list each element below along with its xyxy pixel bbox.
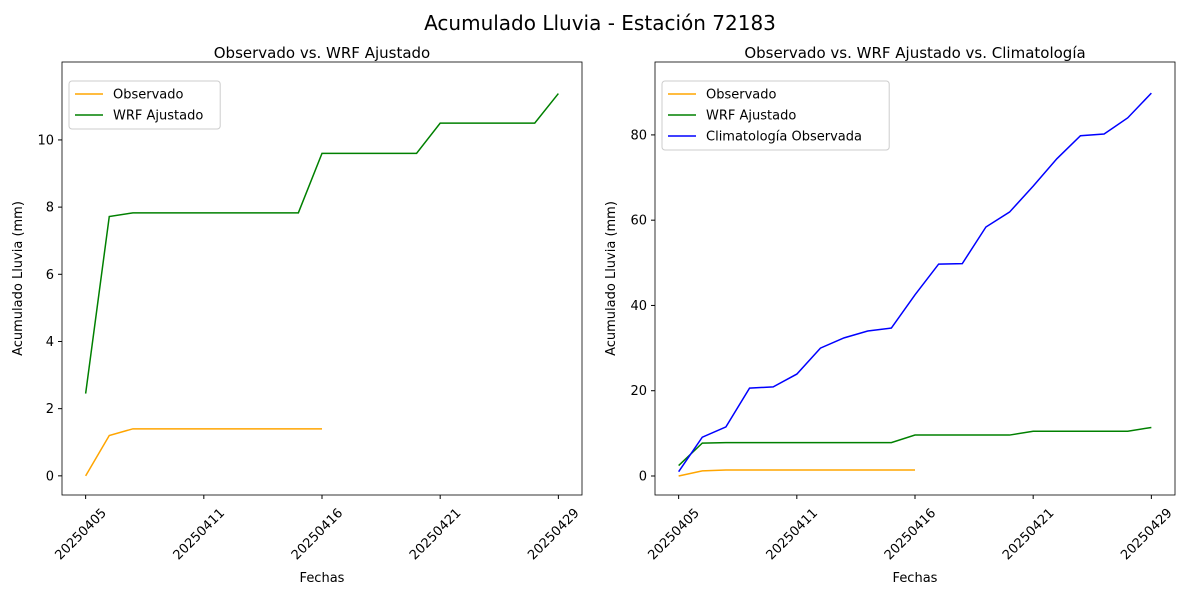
axes-frame (61, 61, 583, 496)
legend-box (68, 80, 221, 130)
data-line (84, 93, 559, 394)
data-line (84, 428, 322, 477)
data-line (678, 469, 915, 477)
x-tick-label: 20250416 (882, 506, 939, 563)
x-tick-label: 20250411 (764, 506, 821, 563)
figure-title: Acumulado Lluvia - Estación 72183 (424, 11, 776, 35)
axes-title: Observado vs. WRF Ajustado vs. Climatolo… (744, 44, 1085, 62)
legend-label: Climatología Observada (706, 130, 862, 145)
legend-label: Observado (706, 88, 777, 103)
y-axis-label: Acumulado Lluvia (mm) (11, 201, 26, 356)
x-axis-label: Fechas (893, 571, 938, 586)
legend: Observado WRF Ajustado (68, 80, 221, 130)
x-tick-label: 20250421 (407, 506, 464, 563)
y-tick-label: 0 (639, 469, 647, 484)
y-tick-label: 10 (37, 133, 54, 148)
legend-label: Observado (113, 88, 184, 103)
data-line (678, 426, 1152, 467)
y-tick-label: 2 (46, 402, 54, 417)
x-tick-label: 20250405 (645, 506, 702, 563)
y-tick-label: 40 (630, 299, 647, 314)
y-tick-label: 4 (46, 335, 54, 350)
x-tick-label: 20250416 (289, 506, 346, 563)
axes-frame (654, 61, 1176, 496)
x-axis-label: Fechas (300, 571, 345, 586)
legend: Observado WRF Ajustado Climatología Observ… (661, 80, 890, 151)
legend-label: WRF Ajustado (113, 109, 203, 124)
y-tick-label: 0 (46, 469, 54, 484)
axes-title: Observado vs. WRF Ajustado (214, 44, 430, 62)
y-tick-label: 60 (630, 214, 647, 229)
legend-label: WRF Ajustado (706, 109, 796, 124)
y-tick-label: 80 (630, 128, 647, 143)
x-tick-label: 20250405 (52, 506, 109, 563)
y-tick-label: 8 (46, 201, 54, 216)
x-tick-label: 20250421 (1000, 506, 1057, 563)
x-tick-label: 20250429 (525, 506, 582, 563)
x-tick-label: 20250429 (1118, 506, 1175, 563)
y-tick-label: 20 (630, 384, 647, 399)
legend-box (661, 80, 890, 151)
y-axis-label: Acumulado Lluvia (mm) (604, 201, 619, 356)
data-line (678, 92, 1152, 473)
y-tick-label: 6 (46, 268, 54, 283)
x-tick-label: 20250411 (171, 506, 228, 563)
